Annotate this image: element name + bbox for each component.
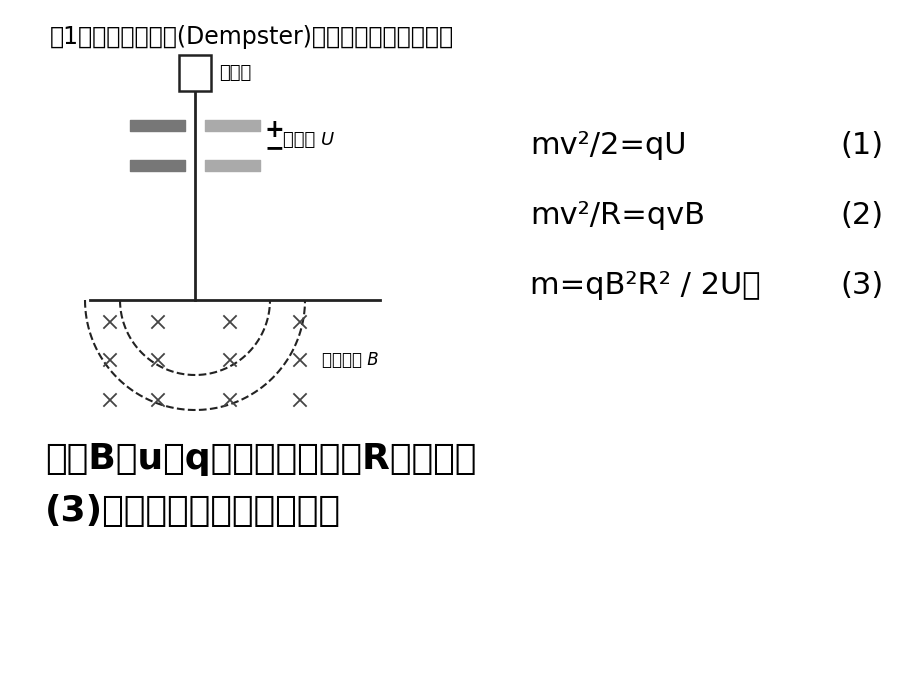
Text: (1): (1) xyxy=(839,130,882,159)
Text: mv²/2=qU: mv²/2=qU xyxy=(529,130,686,159)
Text: +: + xyxy=(265,118,285,142)
Text: 均匀磁场 B: 均匀磁场 B xyxy=(322,351,379,369)
Text: 离子源: 离子源 xyxy=(219,64,251,82)
Text: 如果B、u和q是已知的，测出R后就可由: 如果B、u和q是已知的，测出R后就可由 xyxy=(45,442,476,476)
Text: (3): (3) xyxy=(839,270,882,299)
Text: −: − xyxy=(265,136,285,160)
Text: 电势差 U: 电势差 U xyxy=(283,131,334,149)
Text: (2): (2) xyxy=(839,201,882,230)
Text: m=qB²R² / 2U。: m=qB²R² / 2U。 xyxy=(529,270,760,299)
Text: (3)式算出带电粒子的质量。: (3)式算出带电粒子的质量。 xyxy=(45,494,341,528)
Text: mv²/R=qvB: mv²/R=qvB xyxy=(529,201,704,230)
Bar xyxy=(179,55,210,91)
Text: （1）这是丹普斯特(Dempster)设计的质谱仪的原理。: （1）这是丹普斯特(Dempster)设计的质谱仪的原理。 xyxy=(50,25,454,49)
